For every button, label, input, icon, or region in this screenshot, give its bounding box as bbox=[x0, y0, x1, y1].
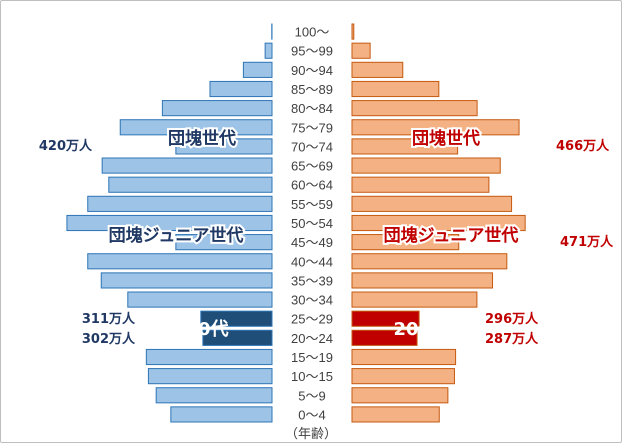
twenties-label-left: 20代 bbox=[185, 319, 228, 340]
female-bars bbox=[351, 23, 526, 423]
value-label-right-70-74: 466万人 bbox=[556, 138, 610, 154]
right-bar-85-89 bbox=[351, 80, 440, 98]
age-label-55-59: 55～59 bbox=[291, 197, 333, 212]
right-bar-55-59 bbox=[351, 195, 513, 212]
right-bar-5-9 bbox=[351, 387, 449, 404]
value-label-left-25-29: 311万人 bbox=[82, 311, 136, 327]
left-bar-10-15 bbox=[147, 368, 273, 385]
value-label-right-45-49: 471万人 bbox=[560, 234, 614, 250]
dankai-label-left: 団塊世代 bbox=[168, 128, 236, 149]
left-bar-65-69 bbox=[101, 157, 273, 174]
right-bar-60-64 bbox=[351, 176, 490, 193]
age-label-65-69: 65～69 bbox=[291, 159, 333, 174]
right-bar-35-39 bbox=[351, 272, 494, 289]
right-bar-95-99 bbox=[351, 42, 371, 59]
left-bar-45-49 bbox=[175, 234, 273, 251]
age-label-25-29: 25～29 bbox=[291, 312, 333, 327]
left-bar-20-24 bbox=[202, 329, 273, 346]
right-bar-80-84 bbox=[351, 100, 478, 117]
left-bar-15-19 bbox=[145, 348, 273, 366]
age-label-60-64: 60～64 bbox=[291, 178, 333, 193]
left-bar-55-59 bbox=[87, 195, 273, 212]
right-bar-15-19 bbox=[351, 348, 457, 366]
left-bar-40-44 bbox=[87, 253, 273, 270]
left-bar-50-54 bbox=[66, 214, 273, 232]
age-label-80-84: 80～84 bbox=[291, 101, 333, 116]
age-label-35-39: 35～39 bbox=[291, 273, 333, 288]
left-bar-35-39 bbox=[100, 272, 273, 289]
left-bar-70-74 bbox=[175, 138, 273, 155]
right-bar-90-94 bbox=[351, 61, 404, 78]
right-bar-0-4 bbox=[351, 406, 440, 423]
right-bar-10-15 bbox=[351, 368, 455, 385]
right-bar-65-69 bbox=[351, 157, 501, 174]
age-label-10-15: 10～15 bbox=[291, 369, 333, 384]
left-bar-90-94 bbox=[242, 61, 273, 78]
right-bar-50-54 bbox=[351, 214, 526, 232]
right-bar-70-74 bbox=[351, 138, 459, 155]
right-bar-40-44 bbox=[351, 253, 508, 270]
age-label-15-19: 15～19 bbox=[291, 350, 333, 365]
age-label-45-49: 45～49 bbox=[291, 235, 333, 250]
right-bar-30-34 bbox=[351, 291, 478, 308]
twenties-label-right: 20代 bbox=[393, 319, 436, 340]
age-label-70-74: 70～74 bbox=[291, 139, 333, 154]
age-label-40-44: 40～44 bbox=[291, 254, 333, 269]
left-bar-25-29 bbox=[200, 310, 273, 327]
value-label-left-70-74: 420万人 bbox=[39, 138, 93, 154]
right-bar-20-24 bbox=[351, 329, 418, 346]
left-bar-75-79 bbox=[119, 119, 273, 136]
age-axis-labels: 100～ 95～99 90～94 85～89 80～84 75～79 70～74 65～69 6… bbox=[291, 25, 333, 423]
left-bar-30-34 bbox=[127, 291, 273, 308]
x-axis-label: （年齢） bbox=[285, 426, 337, 441]
value-label-left-20-24: 302万人 bbox=[82, 331, 136, 347]
age-label-95-99: 95～99 bbox=[291, 44, 333, 59]
left-bar-85-89 bbox=[209, 80, 273, 98]
right-bar-75-79 bbox=[351, 119, 520, 136]
left-bar-5-9 bbox=[155, 387, 273, 404]
age-label-0-4: 0～4 bbox=[298, 407, 325, 422]
dankai-junior-label-left: 団塊ジュニア世代 bbox=[109, 225, 244, 246]
value-label-right-20-24: 287万人 bbox=[485, 331, 539, 347]
value-label-right-25-29: 296万人 bbox=[485, 311, 539, 327]
dankai-label-right: 団塊世代 bbox=[412, 128, 480, 149]
left-bar-0-4 bbox=[170, 406, 273, 423]
male-bars bbox=[66, 23, 273, 423]
left-bar-95-99 bbox=[264, 42, 273, 59]
right-bar-100 bbox=[351, 23, 355, 40]
age-label-30-34: 30～34 bbox=[291, 293, 333, 308]
age-label-100: 100～ bbox=[295, 25, 330, 40]
age-label-50-54: 50～54 bbox=[291, 216, 333, 231]
left-bar-60-64 bbox=[108, 176, 273, 193]
age-label-85-89: 85～89 bbox=[291, 82, 333, 97]
right-bar-45-49 bbox=[351, 234, 460, 251]
age-label-90-94: 90～94 bbox=[291, 63, 333, 78]
left-bar-80-84 bbox=[161, 100, 273, 117]
age-label-75-79: 75～79 bbox=[291, 120, 333, 135]
age-label-20-24: 20～24 bbox=[291, 331, 333, 346]
age-label-5-9: 5～9 bbox=[298, 388, 325, 403]
right-bar-25-29 bbox=[351, 310, 420, 327]
dankai-junior-label-right: 団塊ジュニア世代 bbox=[384, 225, 519, 246]
